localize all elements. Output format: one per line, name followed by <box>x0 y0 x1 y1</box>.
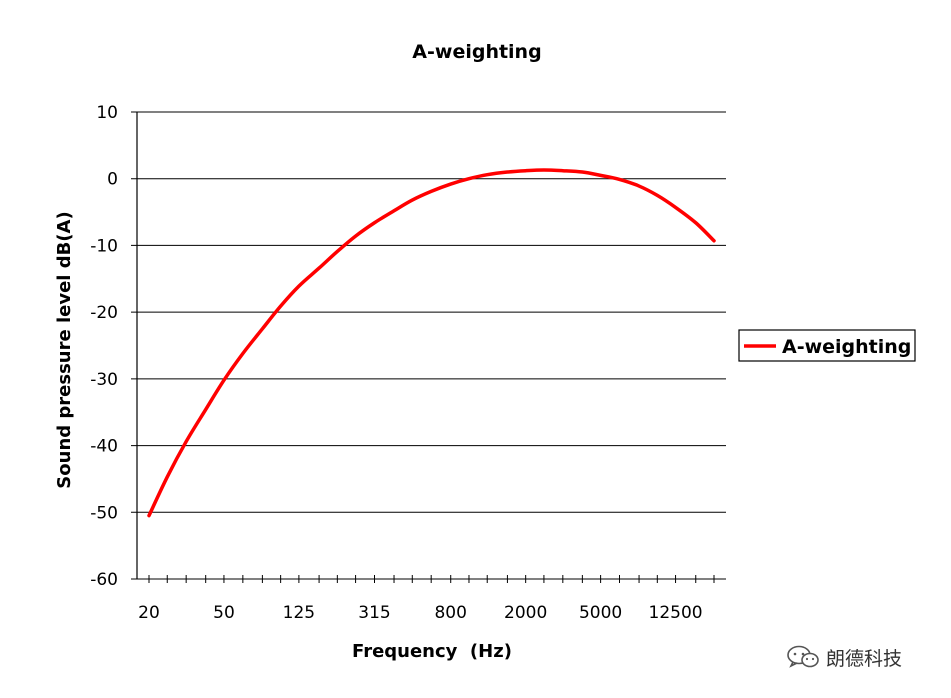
y-tick-label: -10 <box>90 236 118 256</box>
legend: A-weighting <box>738 329 916 362</box>
watermark: 朗德科技 <box>786 643 902 671</box>
x-tick-label: 2000 <box>504 603 547 623</box>
series-line-a-weighting <box>147 168 716 518</box>
x-tick-label: 315 <box>358 603 390 623</box>
y-tick-label: -50 <box>90 503 118 523</box>
y-tick-label: -40 <box>90 437 118 457</box>
wechat-icon <box>787 645 819 668</box>
x-tick-label: 800 <box>434 603 466 623</box>
y-tick-label: -30 <box>90 370 118 390</box>
legend-label: A-weighting <box>782 336 911 358</box>
watermark-text: 朗德科技 <box>826 647 903 670</box>
x-tick-label: 50 <box>213 603 235 623</box>
y-axis-label: Sound pressure level dB(A) <box>54 211 75 488</box>
y-axis: 10 0 -10 -20 -30 -40 -50 -60 <box>90 103 138 590</box>
x-axis: 20 50 125 315 800 2000 5000 12500 <box>138 575 715 623</box>
y-tick-label: 0 <box>107 170 118 190</box>
x-tick-label: 20 <box>138 603 160 623</box>
grid-lines <box>131 111 726 580</box>
x-tick-label: 125 <box>283 603 315 623</box>
x-axis-label: Frequency (Hz) <box>352 641 512 662</box>
y-tick-label: -60 <box>90 570 118 590</box>
x-tick-label: 12500 <box>649 603 703 623</box>
chart-title: A-weighting <box>412 41 541 63</box>
x-tick-label: 5000 <box>579 603 622 623</box>
y-tick-label: 10 <box>96 103 118 123</box>
series-layer <box>147 168 716 518</box>
y-tick-label: -20 <box>90 303 118 323</box>
